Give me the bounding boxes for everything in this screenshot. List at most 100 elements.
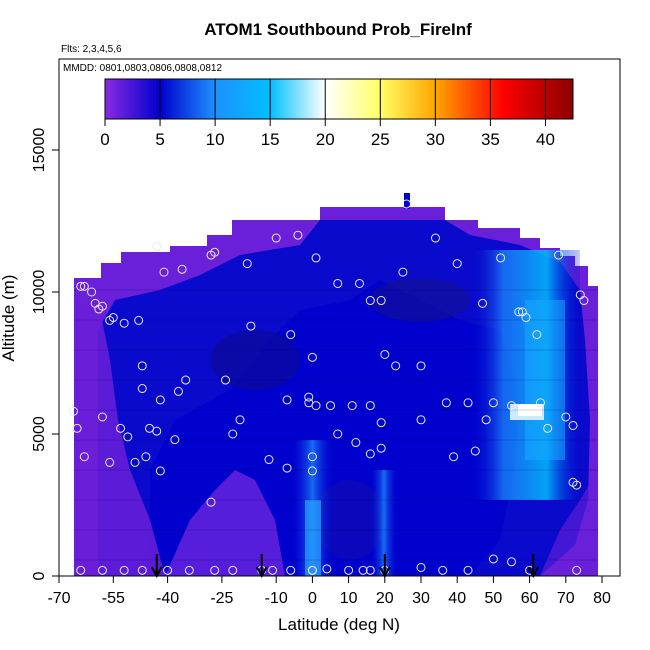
sample-point — [416, 415, 426, 425]
x-tick-label: 50 — [485, 590, 503, 607]
sample-point — [376, 443, 386, 453]
y-axis-label: Altitude (m) — [0, 275, 18, 362]
sample-point — [221, 375, 231, 385]
sample-point — [572, 565, 582, 575]
sample-point — [170, 435, 180, 445]
purple-pocket — [74, 300, 165, 576]
sample-point — [449, 452, 459, 462]
sample-point — [152, 242, 162, 252]
sample-point — [311, 253, 321, 263]
sample-point — [228, 429, 238, 439]
y-tick-label: 0 — [31, 571, 48, 580]
sample-point — [242, 259, 252, 269]
colorbar-tick-label: 5 — [155, 130, 164, 149]
sample-point — [159, 267, 169, 277]
sample-point — [304, 392, 314, 402]
x-tick-label: -10 — [265, 590, 288, 607]
x-tick-label: -25 — [210, 590, 233, 607]
sample-point — [130, 457, 140, 467]
sample-point — [430, 233, 440, 243]
sample-point — [376, 418, 386, 428]
x-tick-label: 80 — [593, 590, 611, 607]
sample-point — [210, 247, 220, 257]
x-tick-label: 20 — [376, 590, 394, 607]
sample-point — [282, 395, 292, 405]
sample-point — [358, 565, 368, 575]
x-axis: -70 -55 -40 -25 -10 0 10 20 30 40 50 60 70 80 — [47, 576, 611, 607]
sample-point — [116, 423, 126, 433]
sample-point — [452, 259, 462, 269]
y-axis: 0 5000 10000 15000 — [31, 128, 59, 580]
x-tick-label: 10 — [340, 590, 358, 607]
colorbar-tick-label: 35 — [481, 130, 500, 149]
sample-point — [543, 423, 553, 433]
plot-frame — [58, 58, 621, 577]
top-spire — [404, 193, 410, 209]
sample-point — [177, 264, 187, 274]
sample-point — [438, 565, 448, 575]
sample-point — [402, 199, 412, 209]
sample-points — [68, 199, 589, 575]
sample-point — [152, 426, 162, 436]
sample-point — [307, 452, 317, 462]
sample-point — [470, 446, 480, 456]
purple-pocket — [540, 470, 598, 576]
sample-point — [79, 281, 89, 291]
colorbar-tick-label: 0 — [100, 130, 109, 149]
x-tick-label: 30 — [412, 590, 430, 607]
dark-patch — [210, 330, 300, 390]
sample-point — [307, 466, 317, 476]
sample-point — [184, 565, 194, 575]
sample-point — [72, 423, 82, 433]
colorbar — [104, 78, 574, 120]
sample-point — [228, 565, 238, 575]
y-tick-label: 5000 — [31, 416, 48, 452]
sample-point — [488, 554, 498, 564]
sample-point — [507, 557, 516, 567]
sample-point — [108, 313, 118, 323]
sample-point — [137, 361, 147, 371]
sample-point — [76, 281, 86, 291]
sample-point — [134, 315, 144, 325]
sample-point — [155, 466, 165, 476]
sample-point — [322, 564, 332, 574]
flight-direction-arrows — [150, 554, 540, 579]
colorbar-tick-label: 40 — [536, 130, 555, 149]
sample-point — [398, 267, 408, 277]
sample-point — [141, 452, 151, 462]
sample-point — [347, 401, 357, 411]
sample-point — [391, 361, 401, 371]
sample-point — [333, 278, 343, 288]
dates-subtitle: MMDD: 0801,0803,0806,0808,0812 — [63, 63, 222, 74]
light-column-core — [525, 300, 565, 460]
sample-point — [365, 449, 375, 459]
sample-point — [246, 321, 256, 331]
sample-point — [365, 296, 375, 306]
sample-point — [97, 412, 107, 422]
sample-point — [97, 565, 107, 575]
sample-point — [293, 230, 303, 240]
sample-point — [271, 233, 281, 243]
colorbar-tick-label: 20 — [316, 130, 335, 149]
sample-point — [206, 497, 216, 507]
y-tick-label: 10000 — [31, 270, 48, 315]
sample-point — [264, 455, 274, 465]
sample-point — [79, 452, 89, 462]
sample-point — [463, 398, 473, 408]
equator-column-core — [305, 500, 321, 576]
sample-point — [496, 253, 506, 263]
x-axis-label: Latitude (deg N) — [278, 615, 400, 634]
sample-point — [521, 313, 531, 323]
sample-point — [554, 250, 564, 260]
sample-point — [311, 401, 321, 411]
sample-point — [119, 565, 129, 575]
sample-point — [416, 361, 426, 371]
sample-point — [286, 330, 296, 340]
colorbar-tick-label: 25 — [371, 130, 390, 149]
x-tick-label: -55 — [102, 590, 125, 607]
sample-point — [163, 565, 173, 575]
sample-point — [326, 401, 335, 411]
sample-point — [307, 565, 317, 575]
sample-point — [119, 318, 129, 328]
